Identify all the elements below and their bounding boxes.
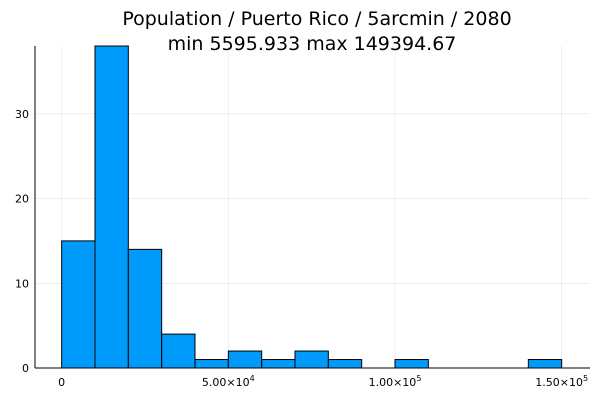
x-tick-label-3: 1.50×105 [535,374,588,389]
histogram-bar-0 [61,240,96,369]
chart-title: Population / Puerto Rico / 5arcmin / 208… [122,8,511,30]
histogram-bar-8 [327,359,363,369]
y-tick-label-3: 30 [15,108,29,121]
x-tick-label-0: 0 [58,376,65,389]
histogram-bar-3 [161,333,196,369]
histogram-bar-4 [194,359,229,369]
chart-subtitle: min 5595.933 max 149394.67 [168,33,457,55]
histogram-bar-1 [94,45,129,369]
histogram-bar-6 [261,359,296,369]
histogram-bar-2 [127,248,163,369]
histogram-bar-7 [294,350,329,369]
histogram-bar-5 [227,350,263,369]
histogram-bar-10 [394,359,429,369]
tick-labels: 0 5.00×104 1.00×105 1.50×105 0 10 20 30 [15,108,588,389]
x-tick-label-1: 5.00×104 [202,374,255,389]
x-tick-label-2: 1.00×105 [369,374,422,389]
y-tick-label-2: 20 [15,193,29,206]
axes [34,46,590,369]
bars [61,45,563,369]
y-tick-label-1: 10 [15,277,29,290]
histogram-bar-14 [527,359,563,369]
y-tick-label-0: 0 [22,362,29,375]
